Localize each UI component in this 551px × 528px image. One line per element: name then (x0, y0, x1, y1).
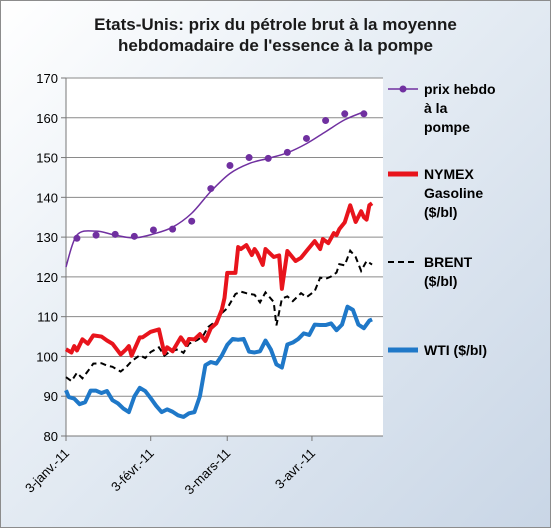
chart-title-line-2: hebdomadaire de l'essence à la pompe (118, 36, 433, 55)
y-tick-label: 170 (36, 71, 58, 86)
y-tick-label: 80 (44, 429, 58, 444)
series-point-pump-price (302, 134, 310, 142)
legend-label-nymex-gasoline: Gasoline (424, 185, 483, 201)
x-tick-label: 3-févr.-11 (108, 446, 157, 495)
x-tick-label: 3-avr.-11 (272, 446, 318, 492)
y-tick-label: 150 (36, 151, 58, 166)
x-tick-label: 3-janv.-11 (22, 446, 72, 496)
series-point-pump-price (149, 226, 157, 234)
series-point-pump-price (130, 232, 138, 240)
y-tick-label: 140 (36, 190, 58, 205)
series-line-wti (64, 304, 373, 419)
legend-label-nymex-gasoline: NYMEX (424, 166, 474, 182)
chart-title: Etats-Unis: prix du pétrole brut à la mo… (0, 14, 551, 56)
series-point-pump-price (360, 110, 368, 118)
series-point-pump-price (111, 230, 119, 238)
series-point-pump-price (207, 185, 215, 193)
y-tick-label: 130 (36, 230, 58, 245)
series-point-pump-price (283, 148, 291, 156)
chart-title-line-1: Etats-Unis: prix du pétrole brut à la mo… (94, 15, 457, 34)
series-line-brent (65, 248, 373, 383)
series-point-pump-price (226, 162, 234, 170)
legend-label-pump-price: à la (424, 100, 448, 116)
series-point-pump-price (264, 154, 272, 162)
legend-label-wti: WTI ($/bl) (424, 342, 487, 358)
y-tick-label: 100 (36, 349, 58, 364)
series-point-pump-price (73, 234, 81, 242)
x-tick-label: 3-mars-11 (182, 446, 234, 498)
y-tick-label: 90 (44, 389, 58, 404)
plot-area (66, 78, 383, 436)
legend-marker-pump-price (399, 85, 407, 93)
series-point-pump-price (341, 110, 349, 118)
y-tick-label: 120 (36, 270, 58, 285)
series-line-nymex-gasoline (64, 201, 374, 358)
legend-label-brent: ($/bl) (424, 273, 457, 289)
series-point-pump-price (188, 217, 196, 225)
y-tick-label: 160 (36, 111, 58, 126)
legend-label-nymex-gasoline: ($/bl) (424, 204, 457, 220)
series-point-pump-price (169, 225, 177, 233)
y-tick-label: 110 (37, 310, 58, 325)
legend-label-pump-price: prix hebdo (424, 81, 496, 97)
series-point-pump-price (245, 154, 253, 162)
legend-label-brent: BRENT (424, 254, 473, 270)
series-point-pump-price (322, 117, 330, 125)
series-point-pump-price (92, 231, 100, 239)
legend-label-pump-price: pompe (424, 119, 470, 135)
